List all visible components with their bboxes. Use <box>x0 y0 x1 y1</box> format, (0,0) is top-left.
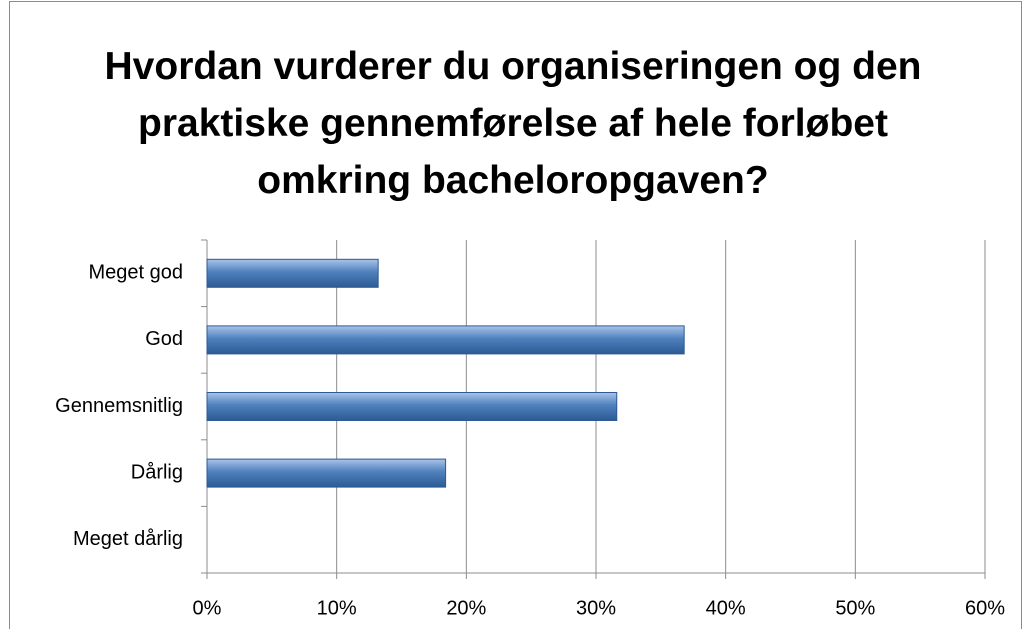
x-tick-label: 10% <box>317 597 357 619</box>
bar <box>206 325 685 355</box>
x-tick-label: 40% <box>706 597 746 619</box>
x-tick-label: 60% <box>965 597 1005 619</box>
y-tick-label: Meget dårlig <box>73 528 183 550</box>
y-tick-label: Gennemsnitlig <box>55 395 183 417</box>
bar <box>206 458 447 488</box>
chart-frame <box>9 1 1022 629</box>
y-tick-label: Dårlig <box>131 461 183 483</box>
bar <box>206 392 618 421</box>
y-tick-label: Meget god <box>88 262 183 284</box>
x-tick-label: 20% <box>446 597 486 619</box>
y-tick-label: God <box>145 328 183 350</box>
x-tick-label: 50% <box>835 597 875 619</box>
x-tick-label: 30% <box>576 597 616 619</box>
bar <box>206 258 379 288</box>
x-tick-label: 0% <box>193 597 222 619</box>
chart-title: Hvordan vurderer du organiseringen og de… <box>104 45 922 202</box>
